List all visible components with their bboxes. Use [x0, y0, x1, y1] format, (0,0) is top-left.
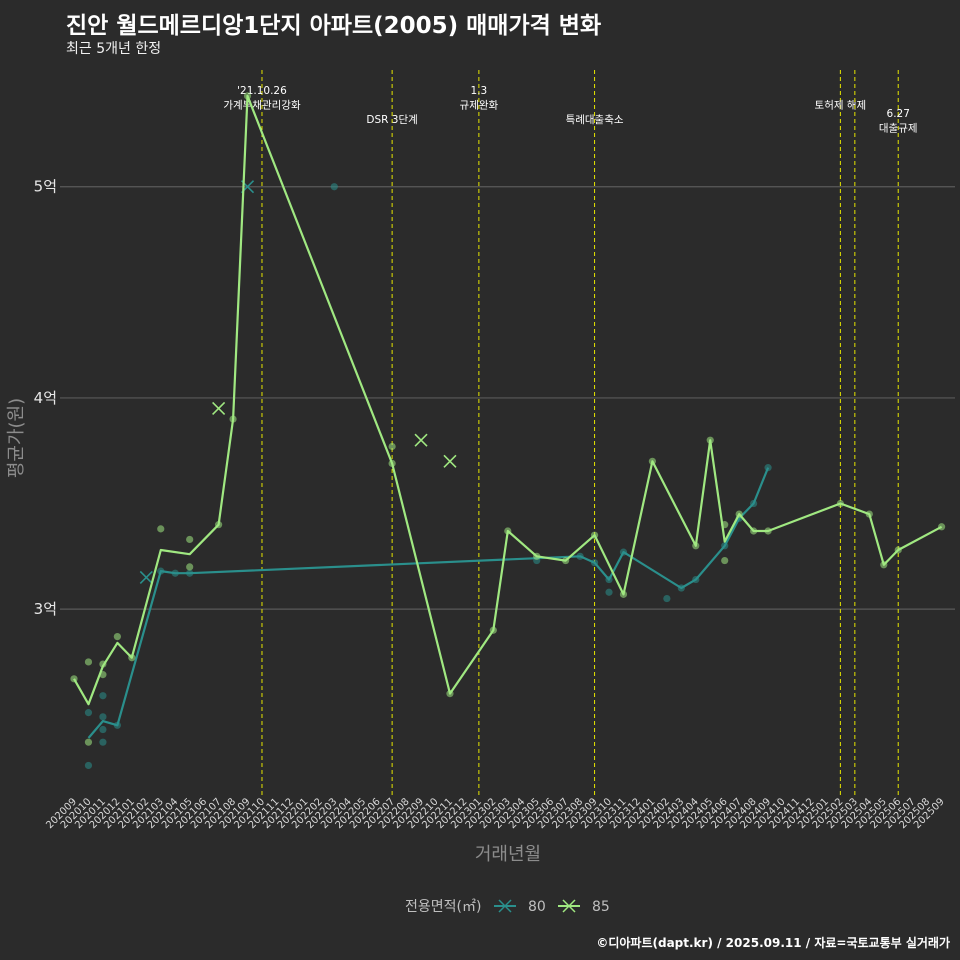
data-point	[215, 521, 223, 529]
data-point	[750, 499, 758, 508]
data-point	[388, 442, 396, 451]
data-point	[504, 527, 512, 535]
data-point	[171, 569, 179, 577]
event-label: 규제완화	[460, 99, 499, 112]
data-point	[99, 713, 107, 721]
data-point	[99, 725, 107, 734]
legend-key-80	[494, 899, 516, 913]
axis-layer: 3억4억5억2020092020102020112020122021012021…	[34, 178, 947, 831]
chart-title: 진안 월드메르디앙1단지 아파트(2005) 매매가격 변화	[66, 13, 602, 39]
data-point	[186, 535, 194, 544]
data-point	[84, 709, 93, 717]
data-point	[750, 527, 758, 535]
event-label: 특례대출축소	[566, 114, 624, 126]
data-point	[128, 654, 136, 662]
data-point	[721, 556, 729, 565]
cross-point	[139, 570, 153, 585]
data-point	[446, 690, 454, 698]
data-point	[692, 542, 700, 550]
series-line	[73, 94, 943, 706]
data-point	[619, 590, 628, 598]
cross-point	[443, 454, 457, 468]
data-point	[677, 584, 685, 592]
data-point	[99, 660, 107, 668]
event-label: 1.3	[471, 85, 488, 97]
data-point	[721, 542, 729, 550]
data-point	[157, 567, 165, 575]
data-point	[99, 671, 107, 679]
data-point	[692, 575, 700, 584]
legend-key-85	[558, 899, 580, 913]
grid-layer	[60, 186, 955, 610]
data-point	[84, 738, 93, 746]
event-label: 대출규제	[879, 123, 918, 135]
data-point	[157, 525, 165, 533]
data-point	[605, 588, 613, 596]
legend-label-80: 80	[528, 899, 546, 915]
data-point	[764, 527, 772, 535]
data-point	[186, 569, 194, 577]
data-point	[938, 523, 946, 531]
data-point	[706, 436, 714, 444]
legend-title: 전용면적(㎡)	[405, 899, 481, 915]
event-label: 6.27	[887, 108, 910, 120]
data-point	[590, 531, 599, 539]
series-80	[84, 180, 772, 770]
data-point	[533, 552, 541, 560]
data-point	[70, 675, 78, 683]
data-point	[648, 457, 657, 465]
data-point	[865, 510, 873, 518]
cross-point	[414, 433, 428, 447]
event-label: 토허제 해제	[815, 99, 867, 112]
data-point	[99, 738, 107, 746]
event-label: 가계부채관리강화	[223, 100, 301, 112]
data-point	[576, 552, 584, 560]
y-tick-label: 4억	[34, 389, 57, 407]
data-point	[243, 92, 252, 100]
data-point	[489, 626, 497, 634]
data-point	[894, 546, 902, 554]
data-point	[229, 415, 237, 423]
series-85	[70, 92, 946, 746]
data-point	[113, 721, 121, 729]
data-point	[605, 575, 613, 584]
data-point	[330, 183, 338, 191]
data-point	[721, 521, 729, 529]
data-point	[113, 632, 121, 641]
data-point	[99, 692, 107, 700]
data-point	[590, 559, 599, 567]
legend: 전용면적(㎡) 80 85	[405, 899, 610, 915]
data-point	[836, 499, 844, 508]
data-point	[84, 658, 93, 666]
data-point	[84, 761, 93, 770]
data-point	[388, 459, 396, 468]
data-point	[880, 561, 888, 569]
data-point	[764, 464, 772, 472]
data-point	[186, 563, 194, 571]
y-axis-title: 평균가(원)	[6, 398, 27, 478]
source-caption: ©디아파트(dapt.kr) / 2025.09.11 / 자료=국토교통부 실…	[596, 936, 950, 950]
data-point	[619, 548, 628, 556]
y-tick-label: 5억	[34, 178, 57, 196]
y-tick-label: 3억	[34, 600, 57, 618]
data-point	[735, 510, 743, 518]
chart-subtitle: 최근 5개년 한정	[66, 41, 162, 57]
series-line	[87, 467, 770, 739]
data-point	[663, 594, 671, 603]
event-label: DSR 3단계	[366, 114, 417, 126]
legend-label-85: 85	[592, 899, 610, 915]
series-layer	[70, 92, 946, 770]
x-axis-title: 거래년월	[475, 844, 541, 865]
cross-point	[212, 401, 226, 416]
data-point	[562, 556, 570, 565]
